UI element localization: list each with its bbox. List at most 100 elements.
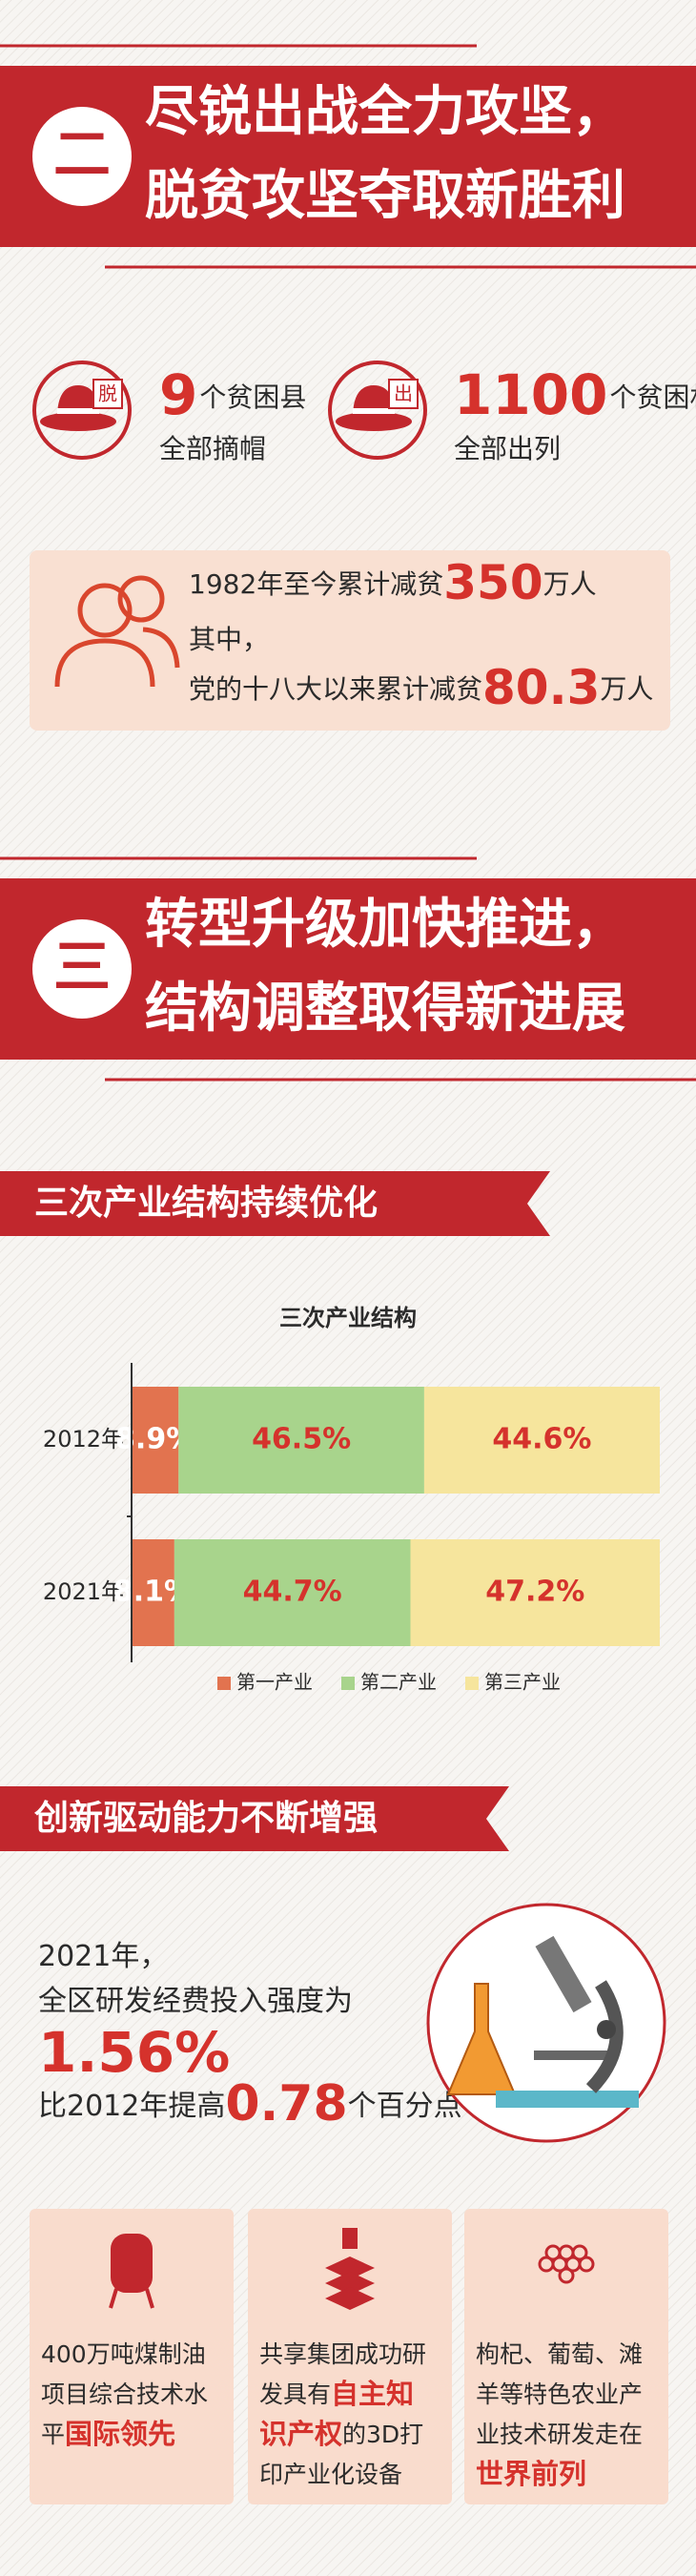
text-segment: 400万吨煤制油 bbox=[41, 2340, 206, 2368]
bar-segment bbox=[174, 1539, 411, 1646]
card-line: 枸杞、葡萄、滩 bbox=[476, 2340, 643, 2368]
ribbon-title: 创新驱动能力不断增强 bbox=[34, 1799, 378, 1838]
value-label: 46.5% bbox=[252, 1423, 351, 1456]
legend-swatch bbox=[217, 1677, 231, 1690]
rd-line: 全区研发经费投入强度为 bbox=[38, 1985, 353, 2018]
info-line: 1982年至今累计减贫350万人 bbox=[189, 555, 597, 610]
stat-note: 全部摘帽 bbox=[159, 433, 266, 464]
person-head bbox=[117, 575, 165, 623]
text-segment: 业技术研发走在 bbox=[476, 2421, 643, 2448]
bar-segment bbox=[178, 1387, 424, 1494]
badge-text: 脱 bbox=[98, 382, 117, 405]
highlight-text: 1.56% bbox=[38, 2020, 230, 2085]
legend-label: 第三产业 bbox=[484, 1671, 561, 1694]
card-line: 识产权的3D打 bbox=[259, 2418, 423, 2450]
card-line: 项目综合技术水 bbox=[41, 2380, 208, 2408]
highlight-text: 80.3 bbox=[482, 660, 600, 715]
person-head bbox=[77, 583, 133, 638]
card bbox=[30, 2209, 234, 2504]
info-line: 党的十八大以来累计减贫80.3万人 bbox=[189, 660, 653, 715]
card bbox=[248, 2209, 452, 2504]
icon-leg bbox=[109, 2288, 118, 2309]
badge-box bbox=[92, 379, 123, 409]
ribbon bbox=[0, 1786, 509, 1851]
badge-text: 出 bbox=[394, 382, 413, 405]
chart-title: 三次产业结构 bbox=[279, 1305, 417, 1331]
text-segment: 发具有 bbox=[259, 2380, 331, 2408]
text-segment: 印产业化设备 bbox=[259, 2461, 402, 2488]
text-segment: 个百分点 bbox=[348, 2090, 462, 2123]
hat-band bbox=[353, 408, 395, 414]
text-segment: 其中， bbox=[189, 624, 269, 655]
highlight-text: 自主知 bbox=[331, 2378, 414, 2410]
person-body bbox=[142, 627, 180, 669]
microscope-knob bbox=[597, 2020, 616, 2039]
text-segment: 比2012年提高 bbox=[38, 2090, 225, 2123]
header-title: 脱贫攻坚夺取新胜利 bbox=[145, 165, 625, 227]
header-title: 结构调整取得新进展 bbox=[145, 978, 625, 1040]
bar-segment bbox=[132, 1539, 174, 1646]
legend-swatch bbox=[341, 1677, 355, 1690]
icon-layer bbox=[325, 2257, 375, 2279]
text-segment: 枸杞、葡萄、滩 bbox=[476, 2340, 643, 2368]
text-segment: 2021年， bbox=[38, 1940, 168, 1973]
header-title: 转型升级加快推进， bbox=[145, 894, 625, 956]
icon-layer bbox=[325, 2272, 375, 2295]
text-segment: 万人 bbox=[543, 568, 597, 600]
bar-segment bbox=[132, 1387, 179, 1494]
icon-ring bbox=[328, 361, 427, 460]
legend-label: 第二产业 bbox=[360, 1671, 437, 1694]
microscope-tube bbox=[535, 1935, 592, 2013]
icon-grape bbox=[578, 2256, 595, 2273]
person-body bbox=[54, 638, 155, 688]
card bbox=[464, 2209, 668, 2504]
icon-grape bbox=[571, 2244, 588, 2261]
icon-grape bbox=[558, 2267, 575, 2284]
highlight-text: 国际领先 bbox=[65, 2418, 175, 2450]
card-line: 羊等特色农业产 bbox=[476, 2380, 643, 2408]
stat-line: 1100个贫困村 bbox=[454, 362, 696, 427]
header-badge bbox=[32, 919, 132, 1019]
microscope-base bbox=[496, 2091, 639, 2108]
card-line: 发具有自主知 bbox=[259, 2378, 414, 2410]
card-line: 共享集团成功研 bbox=[259, 2340, 426, 2368]
icon-ring bbox=[32, 361, 132, 460]
ribbon bbox=[0, 1171, 550, 1236]
text-segment: 1982年至今累计减贫 bbox=[189, 568, 443, 600]
highlight-text: 识产权 bbox=[259, 2418, 342, 2450]
stat-number: 1100 bbox=[454, 362, 607, 427]
text-segment: 项目综合技术水 bbox=[41, 2380, 208, 2408]
text-segment: 平 bbox=[41, 2421, 65, 2448]
badge-box bbox=[388, 379, 419, 409]
microscope-stage bbox=[534, 2050, 610, 2060]
highlight-text: 350 bbox=[443, 555, 542, 610]
stat-number: 9 bbox=[159, 362, 197, 427]
microscope-arm bbox=[585, 1980, 624, 2093]
icon-layer bbox=[325, 2287, 375, 2310]
icon-grape bbox=[538, 2256, 555, 2273]
card-line: 400万吨煤制油 bbox=[41, 2340, 206, 2368]
text-segment: 的3D打 bbox=[342, 2421, 423, 2448]
header-number: 二 bbox=[53, 122, 111, 189]
header-title: 尽锐出战全力攻坚， bbox=[145, 81, 625, 143]
rd-line: 比2012年提高0.78个百分点 bbox=[38, 2075, 462, 2133]
header-number: 三 bbox=[53, 935, 111, 1001]
value-label: 44.7% bbox=[243, 1576, 342, 1609]
legend-swatch bbox=[465, 1677, 479, 1690]
icon-leg bbox=[145, 2288, 154, 2309]
ribbon-title: 三次产业结构持续优化 bbox=[34, 1184, 378, 1223]
category-label: 2021年 bbox=[43, 1578, 124, 1605]
card-line: 印产业化设备 bbox=[259, 2461, 402, 2488]
text-segment: 全区研发经费投入强度为 bbox=[38, 1985, 353, 2018]
text-segment: 羊等特色农业产 bbox=[476, 2380, 643, 2408]
text-segment: 共享集团成功研 bbox=[259, 2340, 426, 2368]
card-line: 世界前列 bbox=[476, 2458, 586, 2490]
hat-band bbox=[57, 408, 99, 414]
value-label: 47.2% bbox=[485, 1576, 584, 1609]
icon-tank bbox=[111, 2234, 153, 2293]
legend-label: 第一产业 bbox=[236, 1671, 313, 1694]
stat-line: 9个贫困县 bbox=[159, 362, 306, 427]
highlight-text: 世界前列 bbox=[476, 2458, 586, 2490]
